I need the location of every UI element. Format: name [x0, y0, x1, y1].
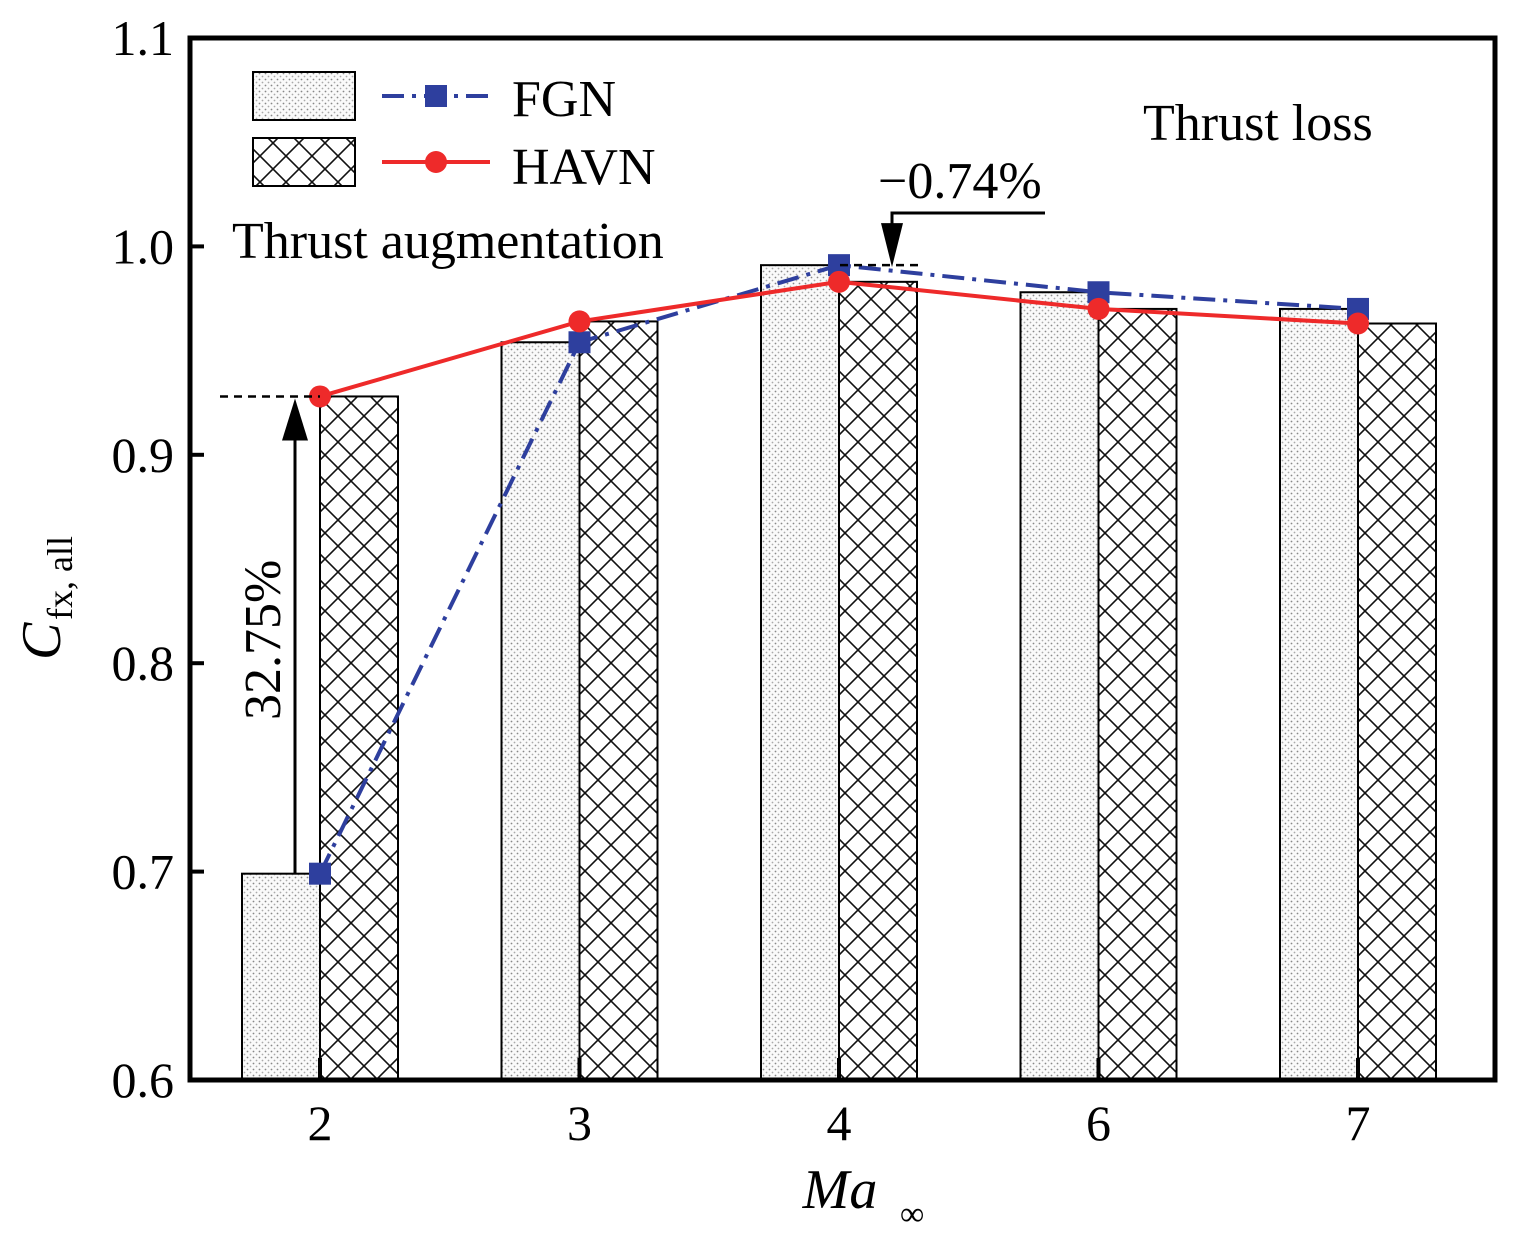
gain-percent-label: 32.75%	[235, 560, 292, 720]
x-tick-label: 3	[567, 1095, 592, 1151]
bar-havn-3	[578, 320, 659, 1081]
marker-havn-4	[828, 270, 850, 293]
y-axis-label-sub: fx, all	[40, 536, 80, 620]
loss-arrow-shaft	[890, 211, 1045, 226]
marker-havn-3	[568, 310, 591, 333]
bar-havn-7	[1357, 322, 1437, 1081]
loss-arrow-head	[881, 223, 903, 268]
y-axis-label: C	[11, 622, 73, 660]
marker-fgn-3	[568, 331, 591, 354]
bar-fgn-4	[760, 264, 840, 1081]
bar-fgn-7	[1279, 307, 1359, 1082]
bar-havn-2	[319, 395, 399, 1081]
bar-havn-6	[1097, 307, 1178, 1082]
legend-swatch-fgn-bar	[252, 71, 356, 121]
bar-fgn-3	[500, 341, 581, 1082]
marker-fgn-6	[1087, 281, 1110, 304]
legend: FGN HAVN	[252, 71, 656, 196]
marker-havn-6	[1087, 297, 1110, 320]
x-tick-label: 4	[827, 1095, 852, 1151]
y-tick-label: 0.6	[112, 1052, 175, 1108]
loss-percent-label: −0.74%	[878, 153, 1042, 210]
x-axis-label: Ma	[802, 1159, 878, 1221]
bar-fgn-2	[241, 872, 321, 1082]
gain-arrow-head	[282, 398, 308, 441]
x-tick-label: 2	[308, 1095, 333, 1151]
legend-marker-fgn	[425, 85, 447, 107]
annotations: Thrust loss Thrust augmentation −0.74% 32.7…	[220, 95, 1373, 874]
axes: 0.6 0.7 0.8 0.9 1.0 1.1 2 3 4 6 7 Ma ∞ Cfx, all	[11, 10, 1371, 1233]
x-tick-label: 7	[1346, 1095, 1371, 1151]
y-tick-label: 0.8	[112, 635, 175, 691]
plot-frame	[187, 35, 1498, 1083]
bar-fgn-6	[1019, 291, 1100, 1081]
x-axis-label-sub: ∞	[900, 1196, 924, 1233]
legend-label-havn: HAVN	[512, 139, 656, 196]
y-tick-label: 0.9	[112, 427, 175, 483]
thrust-augmentation-label: Thrust augmentation	[232, 213, 664, 270]
x-tick-label: 6	[1086, 1095, 1111, 1151]
thrust-loss-label: Thrust loss	[1143, 95, 1373, 152]
y-tick-label: 1.1	[112, 10, 175, 66]
marker-fgn-2	[309, 862, 331, 885]
marker-havn-7	[1347, 312, 1369, 335]
legend-marker-havn	[425, 151, 447, 173]
y-tick-label: 0.7	[112, 844, 175, 900]
line-fgn	[318, 263, 1359, 875]
legend-swatch-havn-bar	[252, 137, 356, 187]
bars	[241, 264, 1437, 1082]
series-lines	[309, 254, 1369, 885]
y-tick-label: 1.0	[112, 218, 175, 274]
bar-havn-4	[838, 280, 918, 1081]
marker-fgn-4	[828, 254, 850, 277]
legend-label-fgn: FGN	[512, 71, 616, 128]
